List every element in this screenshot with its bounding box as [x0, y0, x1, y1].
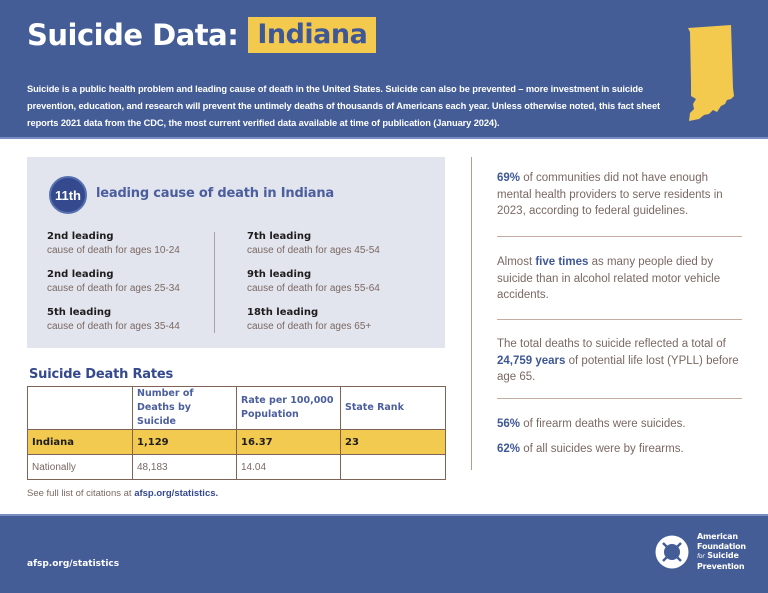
age-stat-item: 7th leading cause of death for ages 45-5… [247, 230, 380, 268]
citation-note: See full list of citations at afsp.org/s… [27, 488, 218, 499]
table-header-cell: Number of Deaths by Suicide [132, 386, 237, 430]
rates-section-title: Suicide Death Rates [29, 367, 174, 382]
fact-providers: 69% of communities did not have enough m… [497, 170, 742, 220]
fact-highlight: 62% [497, 443, 521, 455]
table-header-row: Number of Deaths by Suicide Rate per 100… [27, 386, 446, 430]
suicide-death-rates-table: Number of Deaths by Suicide Rate per 100… [27, 386, 446, 480]
fact-separator [497, 319, 742, 320]
age-stat-item: 5th leading cause of death for ages 35-4… [47, 306, 180, 344]
fact-suicides-firearms: 62% of all suicides were by firearms. [497, 441, 742, 458]
age-stat-item: 2nd leading cause of death for ages 10-2… [47, 230, 180, 268]
fact-alcohol-comparison: Almost five times as many people died by… [497, 254, 742, 304]
age-stat-rank: 5th leading [47, 307, 112, 318]
table-cell [340, 454, 446, 480]
table-cell: 14.04 [236, 454, 341, 480]
table-header-cell [27, 386, 133, 430]
org-name-line: Prevention [697, 561, 745, 571]
fact-highlight: 24,759 years [497, 354, 566, 367]
age-stat-desc: cause of death for ages 35-44 [47, 321, 180, 332]
table-cell: Indiana [27, 429, 133, 455]
intro-paragraph: Suicide is a public health problem and l… [27, 84, 661, 128]
fact-highlight: five times [535, 256, 589, 268]
org-name-word: Suicide [707, 551, 739, 560]
fact-text: of firearm deaths were suicides. [520, 418, 686, 430]
life-ring-icon [655, 535, 689, 568]
citation-prefix: See full list of citations at [27, 488, 135, 499]
fact-separator [497, 236, 742, 237]
age-stat-desc: cause of death for ages 55-64 [247, 283, 380, 294]
table-cell: 48,183 [132, 454, 237, 480]
age-stat-item: 18th leading cause of death for ages 65+ [247, 306, 380, 344]
age-stat-item: 9th leading cause of death for ages 55-6… [247, 268, 380, 306]
footer-url-link[interactable]: afsp.org/statistics [27, 559, 120, 569]
fact-text: of communities did not have enough menta… [497, 172, 723, 217]
right-column-divider [471, 157, 472, 470]
org-name-line: American [697, 532, 738, 541]
citation-link[interactable]: afsp.org/statistics. [134, 488, 219, 499]
afsp-logo[interactable]: American Foundation for Suicide Preventi… [654, 532, 746, 571]
fact-separator [497, 398, 742, 399]
age-stat-rank: 18th leading [247, 307, 319, 318]
table-cell: 23 [340, 429, 446, 455]
table-row-state: Indiana 1,129 16.37 23 [27, 429, 446, 455]
fact-highlight: 69% [497, 172, 521, 184]
age-stat-desc: cause of death for ages 65+ [247, 321, 372, 332]
header-banner: Suicide Data: Indiana Suicide is a publi… [0, 0, 768, 139]
footer-banner: afsp.org/statistics American Foundation … [0, 514, 768, 593]
overall-rank-badge: 11th [49, 176, 87, 214]
age-stat-rank: 9th leading [247, 269, 312, 280]
fact-text: of all suicides were by firearms. [520, 443, 684, 455]
state-name-badge: Indiana [248, 17, 377, 53]
age-stat-rank: 7th leading [247, 231, 312, 242]
fact-highlight: 56% [497, 418, 521, 430]
column-divider [214, 232, 215, 333]
table-row-national: Nationally 48,183 14.04 [27, 454, 446, 480]
age-stat-desc: cause of death for ages 10-24 [47, 245, 180, 256]
overall-rank-label: leading cause of death in Indiana [96, 186, 335, 201]
org-name: American Foundation for Suicide Preventi… [697, 532, 746, 571]
table-header-cell: Rate per 100,000 Population [236, 386, 341, 430]
fact-ypll: The total deaths to suicide reflected a … [497, 336, 742, 386]
age-stats-right-column: 7th leading cause of death for ages 45-5… [247, 230, 380, 344]
org-name-line: Foundation [697, 541, 746, 551]
table-cell: 16.37 [236, 429, 341, 455]
age-stat-desc: cause of death for ages 45-54 [247, 245, 380, 256]
fact-text: Almost [497, 256, 536, 268]
page-title: Suicide Data: Indiana [27, 17, 377, 53]
fact-text: of potential life lost (YPLL) before age… [497, 354, 739, 384]
org-name-line: for Suicide [697, 551, 746, 562]
table-cell: 1,129 [132, 429, 237, 455]
fact-firearm-deaths: 56% of firearm deaths were suicides. [497, 416, 742, 433]
title-text: Suicide Data: [27, 18, 239, 52]
age-stat-desc: cause of death for ages 25-34 [47, 283, 180, 294]
age-stat-item: 2nd leading cause of death for ages 25-3… [47, 268, 180, 306]
age-stat-rank: 2nd leading [47, 269, 114, 280]
fact-text: as many people died by suicide than in a… [497, 256, 721, 301]
age-stat-rank: 2nd leading [47, 231, 114, 242]
table-header-cell: State Rank [340, 386, 446, 430]
leading-cause-panel: 11th leading cause of death in Indiana 2… [27, 157, 445, 348]
table-cell: Nationally [27, 454, 133, 480]
fact-text: The total deaths to suicide reflected a … [497, 338, 726, 350]
indiana-state-outline-icon [688, 25, 734, 121]
org-name-for: for [697, 553, 705, 560]
age-stats-left-column: 2nd leading cause of death for ages 10-2… [47, 230, 180, 344]
